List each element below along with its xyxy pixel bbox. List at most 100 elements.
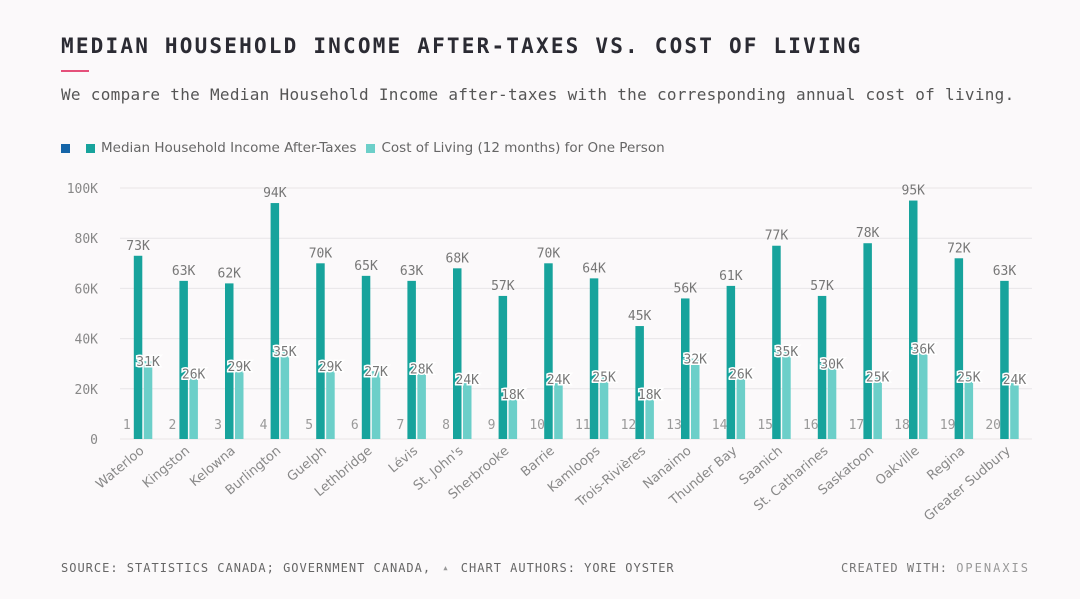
index-label: 18 bbox=[894, 418, 910, 433]
income-bar bbox=[635, 326, 644, 439]
income-bar bbox=[544, 263, 553, 439]
income-data-label: 70K bbox=[537, 246, 561, 261]
chart-subtitle: We compare the Median Household Income a… bbox=[61, 85, 1015, 104]
cost-data-label: 18K bbox=[501, 388, 525, 403]
y-tick-label: 80K bbox=[75, 232, 99, 247]
income-bar bbox=[772, 245, 781, 439]
legend-label-income: Median Household Income After-Taxes bbox=[101, 140, 357, 156]
income-data-label: 57K bbox=[810, 279, 834, 294]
income-data-label: 56K bbox=[674, 281, 698, 296]
cost-data-label: 24K bbox=[456, 373, 480, 388]
cost-bar bbox=[508, 393, 518, 439]
income-data-label: 63K bbox=[993, 264, 1017, 279]
index-label: 17 bbox=[849, 418, 865, 433]
index-label: 1 bbox=[123, 418, 131, 433]
chart-title: MEDIAN HOUSEHOLD INCOME AFTER-TAXES VS. … bbox=[61, 34, 863, 58]
index-label: 6 bbox=[351, 418, 359, 433]
category-label: Waterloo bbox=[93, 444, 147, 493]
income-bar bbox=[954, 258, 964, 439]
income-data-label: 72K bbox=[947, 241, 971, 256]
cost-data-label: 29K bbox=[319, 360, 343, 375]
cost-bar bbox=[645, 393, 654, 439]
index-label: 14 bbox=[712, 418, 728, 433]
income-bar bbox=[589, 278, 599, 439]
cost-bar bbox=[417, 368, 426, 439]
income-bar bbox=[681, 298, 690, 439]
cost-bar bbox=[463, 378, 472, 439]
cost-data-label: 25K bbox=[866, 370, 890, 385]
cost-bar bbox=[919, 348, 928, 439]
income-data-label: 78K bbox=[856, 226, 880, 241]
index-label: 2 bbox=[168, 418, 176, 433]
category-label: Barrie bbox=[518, 444, 557, 481]
cost-bar bbox=[326, 366, 335, 439]
income-data-label: 63K bbox=[400, 264, 424, 279]
index-label: 8 bbox=[442, 418, 450, 433]
cost-data-label: 25K bbox=[592, 370, 616, 385]
cost-bar bbox=[143, 361, 153, 439]
authors-text: CHART AUTHORS: YORE OYSTER bbox=[460, 561, 675, 575]
index-label: 3 bbox=[214, 418, 222, 433]
legend-swatch-income bbox=[86, 143, 95, 153]
legend-item-income[interactable]: Median Household Income After-Taxes bbox=[86, 140, 356, 156]
cost-data-label: 26K bbox=[182, 368, 206, 383]
footer-created-with: CREATED WITH: OPENAXIS bbox=[841, 561, 1030, 575]
cost-bar bbox=[964, 376, 974, 439]
category-label: Lévis bbox=[386, 443, 421, 476]
index-label: 10 bbox=[529, 418, 545, 433]
cost-bar bbox=[827, 363, 837, 439]
y-tick-label: 0 bbox=[90, 433, 98, 448]
index-label: 7 bbox=[396, 418, 404, 433]
y-tick-label: 100K bbox=[67, 182, 98, 197]
legend-label-cost: Cost of Living (12 months) for One Perso… bbox=[381, 140, 665, 156]
index-label: 13 bbox=[666, 418, 682, 433]
cost-bar bbox=[873, 376, 882, 439]
legend-swatch-index bbox=[61, 143, 70, 153]
income-bar bbox=[498, 295, 508, 439]
cost-data-label: 36K bbox=[912, 343, 936, 358]
footer-source: SOURCE: STATISTICS CANADA; GOVERNMENT CA… bbox=[61, 561, 675, 575]
category-label: Greater Sudbury bbox=[921, 443, 1014, 524]
cost-bar bbox=[235, 366, 244, 439]
index-label: 15 bbox=[757, 418, 773, 433]
index-label: 4 bbox=[260, 418, 268, 433]
cost-bar bbox=[782, 351, 791, 439]
y-tick-label: 60K bbox=[75, 282, 99, 297]
cost-data-label: 26K bbox=[729, 368, 753, 383]
income-bar bbox=[361, 275, 371, 439]
income-bar bbox=[270, 203, 280, 439]
income-bar bbox=[817, 295, 827, 439]
income-data-label: 73K bbox=[126, 239, 150, 254]
income-data-label: 65K bbox=[354, 259, 378, 274]
bar-chart: 0 20K 40K 60K 80K 100K 1 73K 31K Waterloo 2 63K 26K K… bbox=[67, 182, 1032, 524]
legend-item-cost[interactable]: Cost of Living (12 months) for One Perso… bbox=[366, 140, 665, 156]
cost-bar bbox=[280, 351, 290, 439]
created-with-text: CREATED WITH: bbox=[841, 561, 948, 575]
cost-bar bbox=[1010, 378, 1019, 439]
openaxis-brand: OPENAXIS bbox=[956, 561, 1030, 575]
income-bar bbox=[316, 263, 325, 439]
legend-item-index[interactable] bbox=[61, 143, 76, 153]
income-bar bbox=[863, 243, 872, 439]
cost-bar bbox=[554, 378, 563, 439]
income-bar bbox=[726, 285, 736, 439]
cost-data-label: 35K bbox=[273, 345, 297, 360]
cost-data-label: 18K bbox=[638, 388, 662, 403]
cost-data-label: 32K bbox=[684, 353, 708, 368]
income-data-label: 62K bbox=[218, 266, 242, 281]
y-tick-label: 20K bbox=[75, 383, 99, 398]
cost-bar bbox=[599, 376, 609, 439]
cost-data-label: 24K bbox=[547, 373, 571, 388]
index-label: 12 bbox=[621, 418, 637, 433]
index-label: 5 bbox=[305, 418, 313, 433]
income-bar bbox=[407, 280, 416, 439]
cost-data-label: 27K bbox=[364, 365, 388, 380]
income-data-label: 64K bbox=[582, 261, 606, 276]
income-data-label: 95K bbox=[902, 184, 926, 199]
income-data-label: 45K bbox=[628, 309, 652, 324]
income-data-label: 63K bbox=[172, 264, 196, 279]
index-label: 11 bbox=[575, 418, 591, 433]
category-label: Oakville bbox=[873, 444, 923, 489]
income-bar bbox=[453, 268, 462, 439]
income-data-label: 57K bbox=[491, 279, 515, 294]
